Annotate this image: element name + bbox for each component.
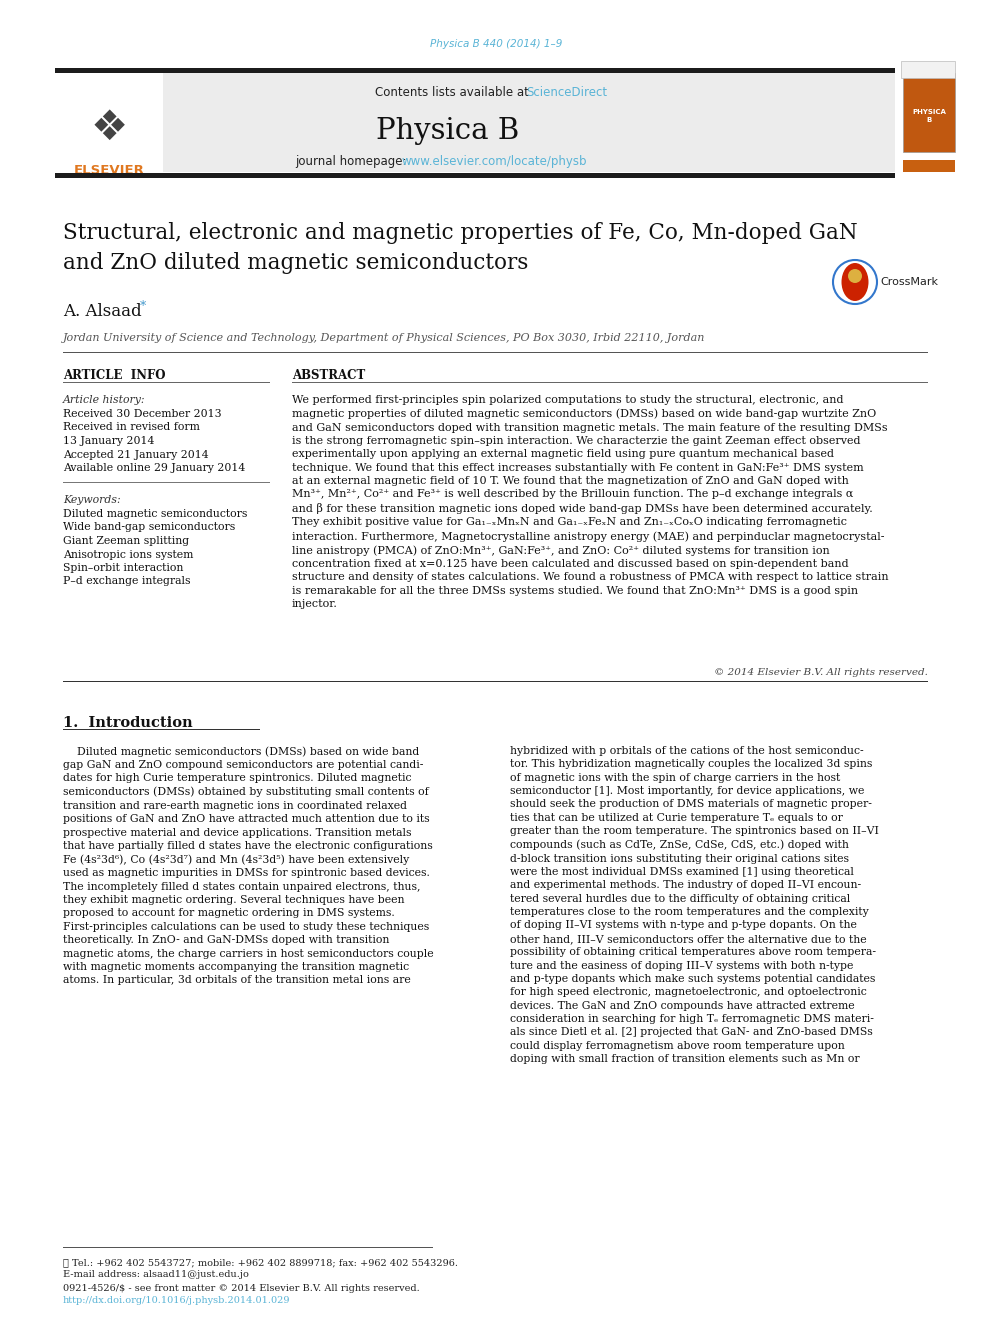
Bar <box>55 173 895 179</box>
Text: ScienceDirect: ScienceDirect <box>526 86 607 98</box>
Text: Spin–orbit interaction: Spin–orbit interaction <box>63 564 184 573</box>
Bar <box>55 67 895 73</box>
Text: ABSTRACT: ABSTRACT <box>292 369 365 382</box>
Text: PHYSICA
B: PHYSICA B <box>912 110 946 123</box>
Text: Wide band-gap semiconductors: Wide band-gap semiconductors <box>63 523 235 532</box>
Text: Physica B 440 (2014) 1–9: Physica B 440 (2014) 1–9 <box>430 38 562 49</box>
Bar <box>903 160 955 172</box>
Text: Received 30 December 2013: Received 30 December 2013 <box>63 409 221 419</box>
Text: Physica B: Physica B <box>376 116 520 146</box>
Bar <box>55 73 895 172</box>
Bar <box>901 61 955 78</box>
Text: Accepted 21 January 2014: Accepted 21 January 2014 <box>63 450 208 459</box>
Ellipse shape <box>848 269 862 283</box>
Text: Giant Zeeman splitting: Giant Zeeman splitting <box>63 536 189 546</box>
Text: Keywords:: Keywords: <box>63 495 121 505</box>
Text: http://dx.doi.org/10.1016/j.physb.2014.01.029: http://dx.doi.org/10.1016/j.physb.2014.0… <box>63 1297 291 1304</box>
Text: ★ Tel.: +962 402 5543727; mobile: +962 402 8899718; fax: +962 402 5543296.: ★ Tel.: +962 402 5543727; mobile: +962 4… <box>63 1258 458 1267</box>
Ellipse shape <box>841 263 869 302</box>
Text: Received in revised form: Received in revised form <box>63 422 199 433</box>
Bar <box>903 73 955 152</box>
Text: 13 January 2014: 13 January 2014 <box>63 437 155 446</box>
Text: Diluted magnetic semiconductors: Diluted magnetic semiconductors <box>63 509 247 519</box>
Text: Jordan University of Science and Technology, Department of Physical Sciences, PO: Jordan University of Science and Technol… <box>63 333 705 343</box>
Bar <box>63 680 928 681</box>
Text: 0921-4526/$ - see front matter © 2014 Elsevier B.V. All rights reserved.: 0921-4526/$ - see front matter © 2014 El… <box>63 1285 420 1293</box>
Text: We performed first-principles spin polarized computations to study the structura: We performed first-principles spin polar… <box>292 396 889 609</box>
Text: Structural, electronic and magnetic properties of Fe, Co, Mn-doped GaN: Structural, electronic and magnetic prop… <box>63 222 858 243</box>
Text: P–d exchange integrals: P–d exchange integrals <box>63 577 190 586</box>
Text: Article history:: Article history: <box>63 396 146 405</box>
Text: A. Alsaad: A. Alsaad <box>63 303 142 320</box>
Text: Anisotropic ions system: Anisotropic ions system <box>63 549 193 560</box>
Text: hybridized with p orbitals of the cations of the host semiconduc-
tor. This hybr: hybridized with p orbitals of the cation… <box>510 746 879 1064</box>
Text: E-mail address: alsaad11@just.edu.jo: E-mail address: alsaad11@just.edu.jo <box>63 1270 249 1279</box>
Bar <box>55 73 163 172</box>
Text: ARTICLE  INFO: ARTICLE INFO <box>63 369 166 382</box>
Text: *: * <box>140 300 146 314</box>
Text: Available online 29 January 2014: Available online 29 January 2014 <box>63 463 245 474</box>
Text: © 2014 Elsevier B.V. All rights reserved.: © 2014 Elsevier B.V. All rights reserved… <box>714 668 928 677</box>
Text: and ZnO diluted magnetic semiconductors: and ZnO diluted magnetic semiconductors <box>63 251 529 274</box>
Text: ❖: ❖ <box>90 107 128 149</box>
Text: CrossMark: CrossMark <box>880 277 938 287</box>
Text: 1.  Introduction: 1. Introduction <box>63 716 192 730</box>
Text: ELSEVIER: ELSEVIER <box>73 164 145 176</box>
Text: Diluted magnetic semiconductors (DMSs) based on wide band
gap GaN and ZnO compou: Diluted magnetic semiconductors (DMSs) b… <box>63 746 434 986</box>
Text: www.elsevier.com/locate/physb: www.elsevier.com/locate/physb <box>402 156 587 168</box>
Text: journal homepage:: journal homepage: <box>295 156 411 168</box>
Text: Contents lists available at: Contents lists available at <box>375 86 533 98</box>
